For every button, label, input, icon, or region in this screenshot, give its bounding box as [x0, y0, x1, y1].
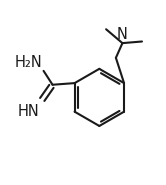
- Text: N: N: [117, 27, 128, 43]
- Text: H₂N: H₂N: [15, 55, 43, 70]
- Text: HN: HN: [18, 104, 40, 119]
